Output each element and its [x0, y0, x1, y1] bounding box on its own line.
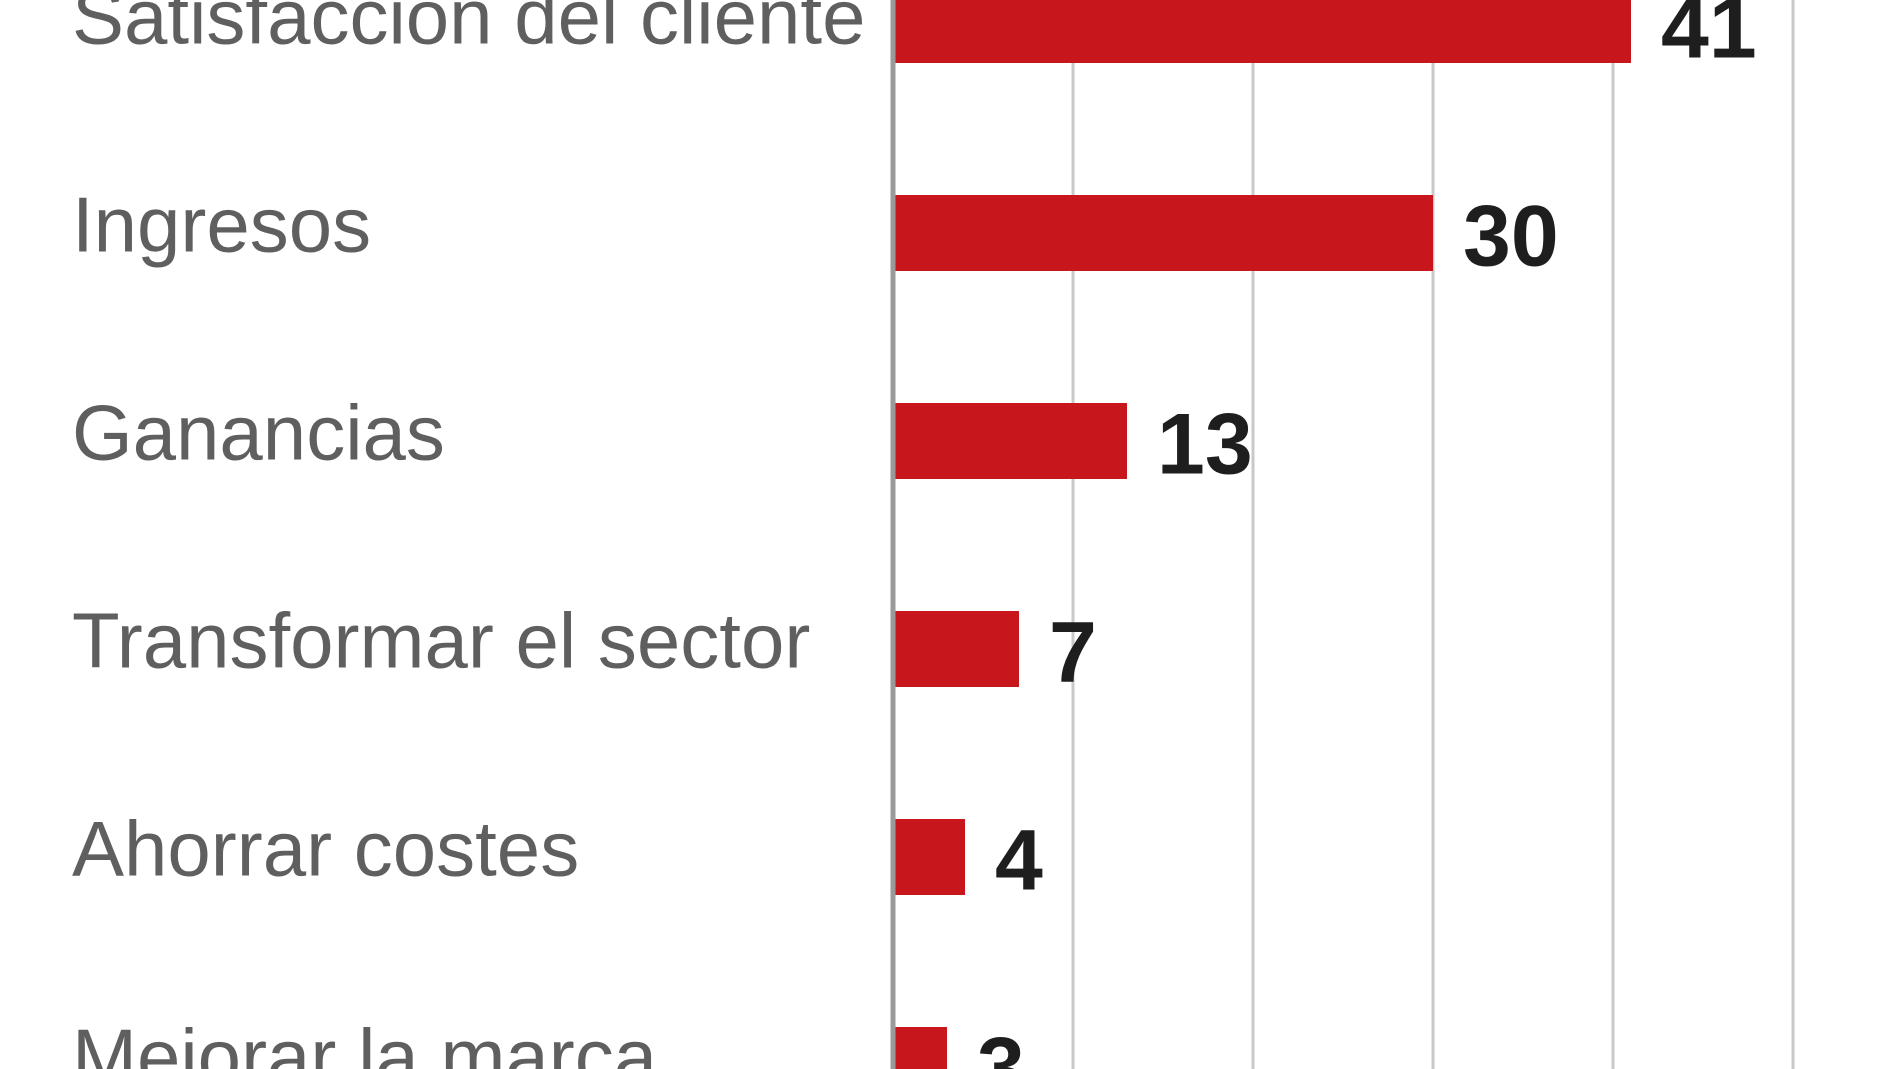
value-label: 30 — [1463, 189, 1559, 285]
bar — [893, 403, 1127, 479]
category-label: Ingresos — [72, 181, 371, 269]
value-label: 3 — [977, 1021, 1025, 1069]
value-label: 4 — [995, 813, 1043, 909]
value-label: 13 — [1157, 397, 1253, 493]
bar — [893, 819, 965, 895]
value-label: 41 — [1661, 0, 1757, 77]
bar — [893, 195, 1433, 271]
bar — [893, 0, 1631, 63]
bar — [893, 611, 1019, 687]
category-label: Satisfacción del cliente — [72, 0, 865, 61]
category-label: Mejorar la marca — [72, 1013, 658, 1069]
value-labels: 41 30 13 7 4 3 — [977, 0, 1757, 1069]
value-label: 7 — [1049, 605, 1097, 701]
bar — [893, 1027, 947, 1069]
category-label: Ganancias — [72, 389, 445, 477]
category-label: Transformar el sector — [72, 597, 810, 685]
category-labels: Satisfacción del cliente Ingresos Ganancia… — [72, 0, 865, 1069]
gridlines — [1071, 0, 1795, 1069]
bars — [893, 0, 1631, 1069]
category-label: Ahorrar costes — [72, 805, 579, 893]
